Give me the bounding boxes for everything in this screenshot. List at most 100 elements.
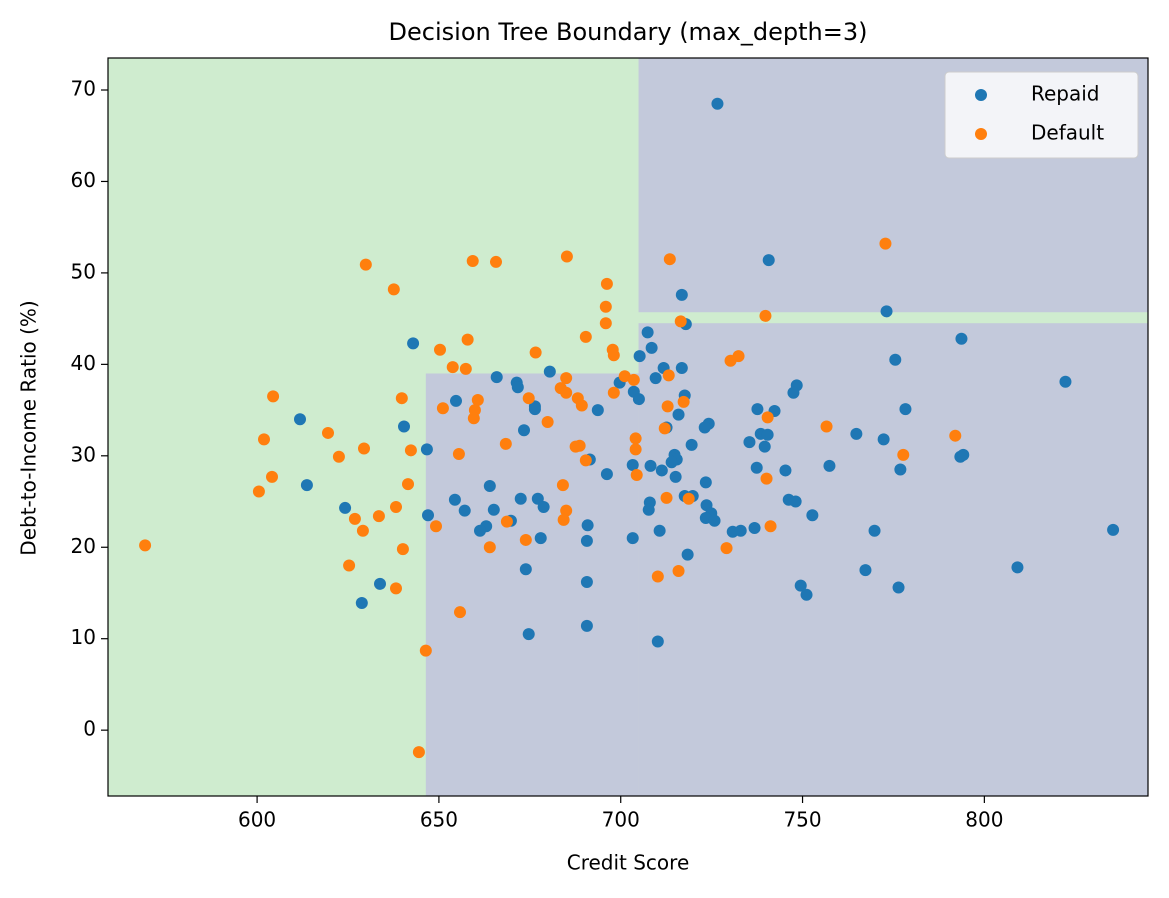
data-point — [446, 361, 459, 374]
data-point — [419, 644, 432, 657]
data-point — [955, 332, 968, 345]
data-point — [627, 373, 640, 386]
y-tick-label: 10 — [71, 625, 96, 649]
data-point — [487, 503, 500, 516]
x-tick-label: 650 — [420, 808, 458, 832]
data-point — [390, 582, 402, 595]
data-point — [762, 254, 775, 267]
data-point — [556, 479, 569, 492]
data-point — [761, 428, 774, 441]
data-point — [560, 386, 573, 399]
data-point — [629, 432, 642, 445]
data-point — [529, 346, 542, 359]
data-point — [660, 491, 673, 504]
data-point — [420, 443, 433, 456]
data-point — [662, 369, 675, 382]
data-point — [892, 581, 905, 594]
data-point — [682, 492, 695, 505]
data-point — [467, 412, 480, 425]
data-point — [448, 493, 461, 506]
y-axis-label: Debt-to-Income Ratio (%) — [17, 300, 41, 555]
data-point — [483, 541, 496, 554]
data-point — [720, 542, 733, 555]
data-point — [398, 420, 410, 433]
data-point — [374, 577, 386, 590]
data-point — [569, 440, 582, 453]
data-point — [557, 513, 570, 526]
data-point — [1059, 375, 1072, 388]
data-point — [806, 509, 819, 522]
data-point — [789, 495, 802, 508]
y-tick-label: 30 — [71, 442, 96, 466]
data-point — [655, 464, 668, 477]
data-point — [877, 433, 890, 446]
data-point — [850, 427, 863, 440]
data-point — [859, 564, 872, 577]
data-point — [711, 97, 724, 110]
data-point — [1011, 561, 1024, 574]
data-point — [387, 283, 400, 296]
data-point — [252, 485, 265, 498]
data-point — [800, 588, 813, 601]
data-point — [560, 250, 573, 263]
data-point — [658, 422, 671, 435]
x-tick-label: 700 — [602, 808, 640, 832]
data-point — [471, 394, 484, 407]
data-point — [300, 479, 313, 492]
data-point — [348, 512, 361, 525]
data-point — [579, 330, 592, 343]
data-point — [372, 510, 385, 523]
data-point — [543, 365, 556, 378]
data-point — [607, 386, 620, 399]
data-point — [490, 255, 502, 268]
x-axis-label: Credit Score — [567, 851, 690, 875]
data-point — [618, 370, 631, 383]
data-point — [734, 524, 747, 537]
data-point — [534, 532, 547, 545]
data-point — [436, 402, 449, 415]
data-point — [591, 404, 604, 417]
data-point — [651, 570, 664, 583]
data-point — [708, 514, 721, 527]
data-point — [761, 411, 774, 424]
data-point — [957, 448, 970, 461]
data-point — [758, 440, 771, 453]
data-point — [663, 253, 676, 266]
data-point — [483, 479, 496, 492]
data-point — [672, 408, 685, 421]
data-point — [764, 520, 777, 533]
data-point — [450, 394, 462, 407]
data-point — [356, 524, 369, 537]
data-point — [626, 458, 639, 471]
data-point — [541, 415, 554, 428]
data-point — [675, 362, 688, 375]
data-point — [359, 258, 372, 271]
data-point — [794, 579, 807, 592]
data-point — [880, 305, 893, 318]
decision-region — [425, 373, 639, 796]
data-point — [266, 470, 278, 483]
y-tick-label: 20 — [71, 534, 96, 558]
data-point — [699, 476, 712, 489]
data-point — [665, 456, 678, 469]
data-point — [258, 433, 270, 446]
data-point — [355, 597, 368, 610]
data-point — [522, 392, 535, 405]
data-point — [949, 429, 962, 442]
data-point — [430, 520, 442, 533]
data-point — [454, 606, 466, 619]
x-tick-label: 750 — [783, 808, 821, 832]
data-point — [674, 315, 687, 328]
data-point — [458, 504, 471, 517]
data-point — [560, 372, 573, 385]
x-tick-label: 600 — [238, 808, 276, 832]
data-point — [820, 420, 833, 433]
data-point — [518, 424, 530, 437]
data-point — [580, 534, 593, 547]
data-point — [879, 237, 892, 250]
data-point — [322, 426, 334, 439]
data-point — [724, 354, 737, 367]
data-point — [661, 400, 674, 413]
y-tick-label: 40 — [71, 351, 96, 375]
